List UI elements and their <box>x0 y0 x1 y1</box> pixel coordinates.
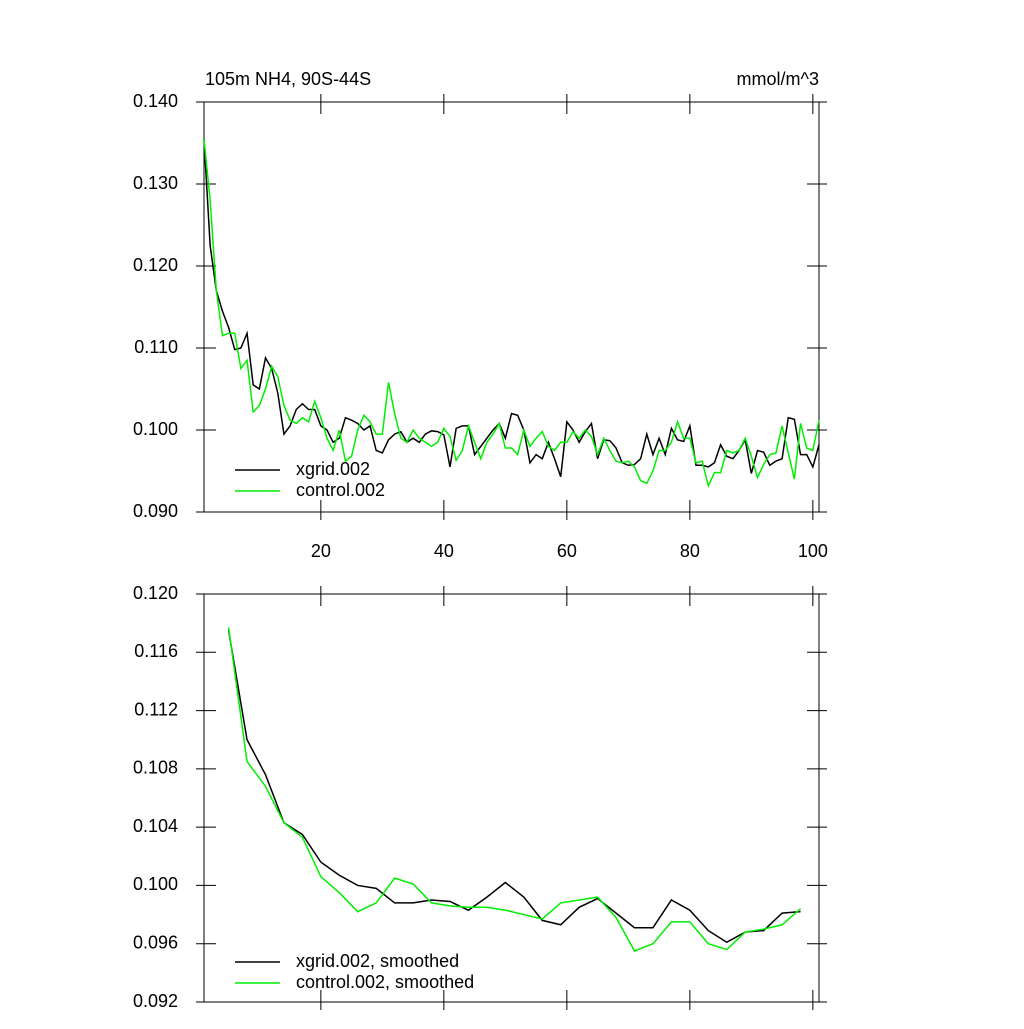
y-tick-label: 0.096 <box>133 932 178 952</box>
y-tick-label: 0.090 <box>133 501 178 521</box>
y-tick-label: 0.120 <box>133 255 178 275</box>
units-label: mmol/m^3 <box>737 69 819 89</box>
y-tick-label: 0.116 <box>134 641 178 661</box>
y-tick-label: 0.100 <box>133 874 178 894</box>
chart-title: 105m NH4, 90S-44S <box>205 69 371 89</box>
legend-label: xgrid.002, smoothed <box>296 951 459 971</box>
y-tick-label: 0.108 <box>133 758 178 778</box>
y-tick-label: 0.100 <box>133 419 178 439</box>
y-tick-label: 0.130 <box>133 173 178 193</box>
series-line <box>203 138 820 488</box>
plot-frame <box>203 593 820 1003</box>
plot-frame <box>203 101 820 513</box>
x-tick-label: 80 <box>680 541 700 561</box>
y-tick-label: 0.092 <box>133 991 178 1011</box>
x-tick-label: 60 <box>557 541 577 561</box>
y-tick-label: 0.140 <box>133 91 178 111</box>
x-tick-label: 100 <box>798 541 828 561</box>
legend-label: control.002, smoothed <box>296 972 474 992</box>
y-tick-label: 0.110 <box>134 337 178 357</box>
series-line <box>227 630 801 944</box>
legend-label: control.002 <box>296 480 385 500</box>
x-tick-label: 40 <box>434 541 454 561</box>
y-tick-label: 0.112 <box>134 699 178 719</box>
series-line <box>227 627 802 952</box>
legend-label: xgrid.002 <box>296 459 370 479</box>
y-tick-label: 0.120 <box>133 583 178 603</box>
series-line <box>203 138 820 477</box>
x-tick-label: 20 <box>311 541 331 561</box>
y-tick-label: 0.104 <box>133 816 178 836</box>
